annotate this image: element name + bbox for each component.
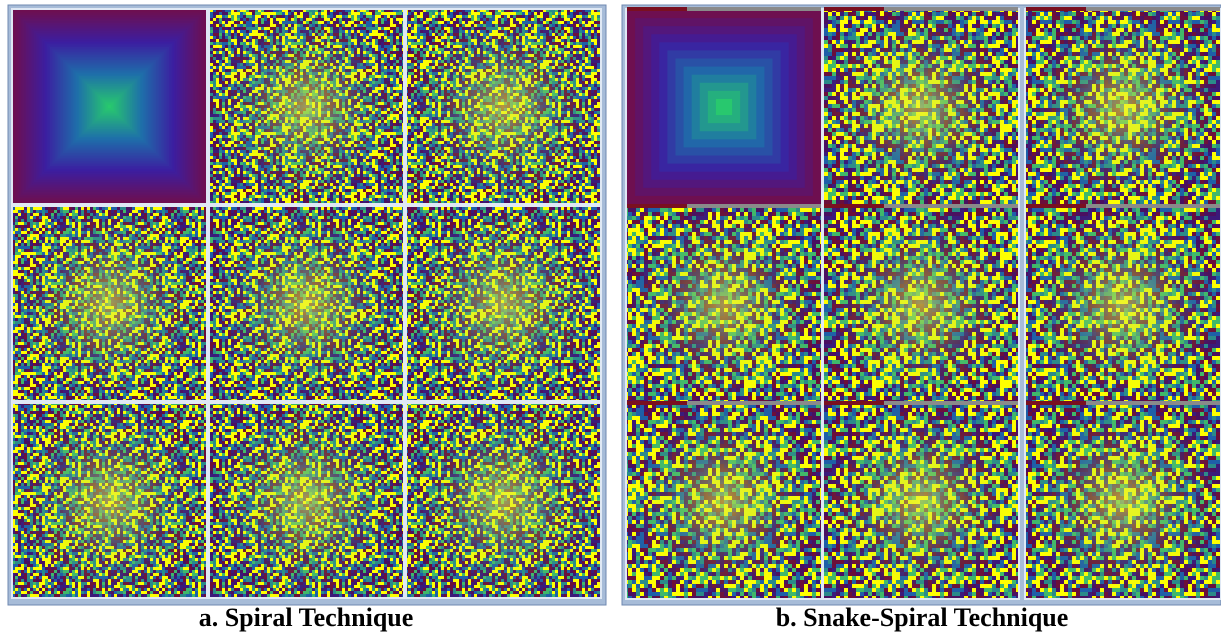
tile (822, 204, 1020, 403)
tile (625, 204, 823, 403)
tile (11, 205, 208, 402)
tile-header-mark (1026, 401, 1086, 405)
tile (1024, 401, 1221, 600)
pixel-glow (210, 10, 403, 203)
pixel-glow (13, 207, 206, 400)
pixel-glow (210, 404, 403, 597)
caption: b. Snake-Spiral Technique (776, 603, 1069, 632)
tile (208, 402, 405, 599)
tile-header-mark (1026, 204, 1086, 208)
tile-header-mark (627, 204, 687, 208)
spiral-ring (716, 99, 732, 115)
pixel-glow (1026, 404, 1220, 598)
pixel-glow (824, 10, 1018, 204)
tile (822, 7, 1020, 206)
tile (822, 401, 1020, 600)
tile (625, 7, 823, 206)
tile (11, 402, 208, 599)
tile-header-mark (627, 401, 687, 405)
tile (208, 205, 405, 402)
tile (1024, 7, 1221, 206)
tile (625, 401, 823, 600)
pixel-glow (627, 404, 821, 598)
pixel-glow (627, 207, 821, 401)
spiral-ring (108, 105, 111, 108)
pixel-glow (407, 10, 600, 203)
page: a. Spiral Technique b. Snake-Spiral Tech… (0, 0, 1221, 643)
pixel-glow (1026, 10, 1220, 204)
pixel-glow (210, 207, 403, 400)
pixel-glow (13, 404, 206, 597)
figure: a. Spiral Technique b. Snake-Spiral Tech… (0, 0, 1221, 643)
tile (405, 205, 602, 402)
tile-header-mark (824, 401, 884, 405)
pixel-glow (407, 404, 600, 597)
caption: a. Spiral Technique (199, 603, 414, 632)
tile (405, 402, 602, 599)
tile-header-mark (824, 7, 884, 11)
tile (1024, 204, 1221, 403)
tile (208, 8, 405, 205)
tile-header-mark (627, 7, 687, 11)
pixel-glow (824, 207, 1018, 401)
tiles (8, 5, 1221, 605)
pixel-glow (407, 207, 600, 400)
tile-header-mark (824, 204, 884, 208)
tile (11, 8, 208, 205)
pixel-glow (1026, 207, 1220, 401)
tile (405, 8, 602, 205)
tile-header-mark (1026, 7, 1086, 11)
pixel-glow (824, 404, 1018, 598)
